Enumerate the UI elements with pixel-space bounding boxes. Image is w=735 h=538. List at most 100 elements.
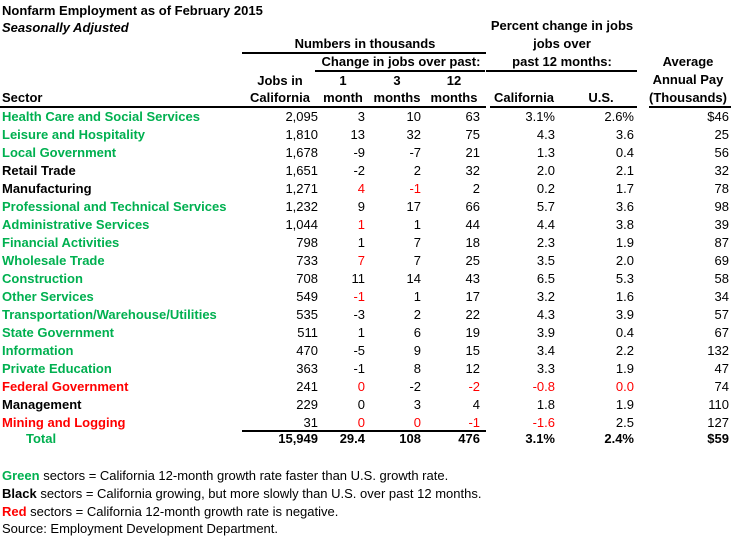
cell-12m: 4 [472, 397, 480, 412]
cell-jobs: 241 [296, 379, 318, 394]
sector-name: Health Care and Social Services [2, 109, 200, 124]
cell-12m: 32 [465, 163, 480, 178]
cell-jobs: 1,810 [285, 127, 318, 142]
cell-pct-us: 2.0 [615, 253, 634, 268]
cell-1m: 1 [357, 217, 365, 232]
cell-pct-ca: -0.8 [532, 379, 555, 394]
cell-12m: 18 [465, 235, 480, 250]
table-row: Private Education 363 -1 8 12 3.3 1.9 47 [0, 360, 735, 378]
cell-12m: 2 [472, 181, 480, 196]
total-3m: 108 [399, 431, 421, 446]
cell-pct-ca: 3.5 [536, 253, 555, 268]
cell-3m: 8 [413, 361, 421, 376]
total-pct-ca: 3.1% [525, 431, 555, 446]
divider-pct-group [486, 70, 637, 72]
cell-pct-us: 0.4 [615, 325, 634, 340]
total-jobs: 15,949 [278, 431, 318, 446]
header-pct-group-line1: Percent change in jobs [490, 18, 634, 33]
table-row: Federal Government 241 0 -2 -2 -0.8 0.0 74 [0, 378, 735, 396]
cell-jobs: 535 [296, 307, 318, 322]
cell-1m: 4 [357, 181, 365, 196]
sector-name: State Government [2, 325, 114, 340]
cell-12m: 15 [465, 343, 480, 358]
cell-3m: 2 [413, 163, 421, 178]
cell-1m: 1 [357, 235, 365, 250]
cell-jobs: 31 [303, 415, 318, 430]
header-12m-line2: months [430, 90, 478, 105]
cell-pct-us: 1.9 [615, 361, 634, 376]
cell-pay: 25 [714, 127, 729, 142]
cell-3m: 10 [406, 109, 421, 124]
legend-green: Green sectors = California 12-month grow… [2, 467, 448, 485]
cell-jobs: 511 [297, 325, 318, 340]
cell-pct-us: 0.4 [615, 145, 634, 160]
cell-pay: 47 [714, 361, 729, 376]
cell-pct-ca: 3.1% [525, 109, 555, 124]
cell-pct-ca: 2.0 [536, 163, 555, 178]
cell-pct-us: 3.8 [615, 217, 634, 232]
cell-pct-ca: 4.4 [536, 217, 555, 232]
table-row: Health Care and Social Services 2,095 3 10 6… [0, 108, 735, 126]
cell-pay: 98 [714, 199, 729, 214]
sector-name: Local Government [2, 145, 117, 160]
sector-name: Transportation/Warehouse/Utilities [2, 307, 217, 322]
header-pay-line2: Annual Pay [652, 72, 724, 87]
cell-pct-ca: 4.3 [536, 307, 555, 322]
divider-header-pay [649, 106, 731, 108]
cell-12m: -1 [468, 415, 480, 430]
cell-pct-ca: 2.3 [536, 235, 555, 250]
legend-black: Black sectors = California growing, but … [2, 485, 481, 503]
cell-1m: 7 [357, 253, 365, 268]
cell-12m: -2 [468, 379, 480, 394]
cell-1m: -9 [353, 145, 365, 160]
table-row: Local Government 1,678 -9 -7 21 1.3 0.4 56 [0, 144, 735, 162]
header-3m-line2: months [373, 90, 421, 105]
cell-pay: 87 [714, 235, 729, 250]
sector-name: Administrative Services [2, 217, 150, 232]
cell-pct-ca: 1.3 [536, 145, 555, 160]
header-pay-line3: (Thousands) [649, 90, 727, 105]
divider-change-group [315, 70, 485, 72]
cell-jobs: 549 [296, 289, 318, 304]
cell-pay: 110 [708, 397, 729, 412]
cell-3m: 6 [413, 325, 421, 340]
cell-pay: 39 [714, 217, 729, 232]
cell-pct-ca: 4.3 [536, 127, 555, 142]
cell-3m: 17 [406, 199, 421, 214]
legend-text-green: sectors = California 12-month growth rat… [39, 468, 449, 483]
cell-1m: -5 [353, 343, 365, 358]
table-row: Financial Activities 798 1 7 18 2.3 1.9 87 [0, 234, 735, 252]
page-subtitle: Seasonally Adjusted [2, 20, 129, 35]
table-row: Professional and Technical Services 1,232… [0, 198, 735, 216]
source-note: Source: Employment Development Departmen… [2, 521, 279, 536]
cell-3m: 1 [413, 289, 421, 304]
sector-name: Retail Trade [2, 163, 76, 178]
header-pct-group-line3: past 12 months: [512, 54, 612, 69]
cell-1m: 9 [357, 199, 365, 214]
cell-12m: 63 [465, 109, 480, 124]
sector-name: Manufacturing [2, 181, 92, 196]
legend-key-green: Green [2, 468, 40, 483]
cell-pct-ca: 1.8 [536, 397, 555, 412]
table-row: Retail Trade 1,651 -2 2 32 2.0 2.1 32 [0, 162, 735, 180]
cell-12m: 21 [465, 145, 480, 160]
cell-3m: 7 [413, 253, 421, 268]
cell-jobs: 798 [296, 235, 318, 250]
legend-key-black: Black [2, 486, 37, 501]
divider-total [242, 430, 486, 432]
cell-jobs: 1,232 [285, 199, 318, 214]
header-1m-line1: 1 [339, 73, 347, 88]
cell-3m: -2 [409, 379, 421, 394]
cell-12m: 17 [465, 289, 480, 304]
cell-jobs: 1,044 [285, 217, 318, 232]
cell-1m: 3 [357, 109, 365, 124]
cell-1m: -3 [353, 307, 365, 322]
table-row: Wholesale Trade 733 7 7 25 3.5 2.0 69 [0, 252, 735, 270]
cell-pct-us: 2.5 [615, 415, 634, 430]
cell-jobs: 733 [296, 253, 318, 268]
cell-3m: 32 [406, 127, 421, 142]
sector-name: Information [2, 343, 74, 358]
cell-1m: -1 [353, 289, 365, 304]
cell-12m: 43 [465, 271, 480, 286]
cell-3m: -7 [409, 145, 421, 160]
